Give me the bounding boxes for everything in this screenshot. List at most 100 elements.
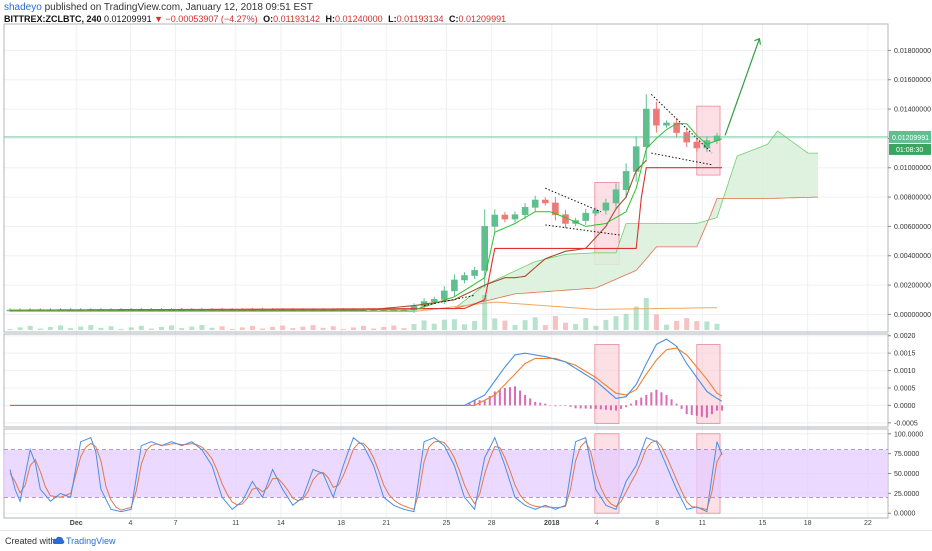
macd-histogram-bar xyxy=(721,405,724,411)
volume-bar xyxy=(664,324,669,330)
volume-bar xyxy=(58,325,63,330)
macd-tick-label: 0.0010 xyxy=(894,368,916,375)
macd-histogram-bar xyxy=(539,402,542,406)
volume-bar xyxy=(633,306,639,330)
candle-body xyxy=(511,214,519,220)
volume-bar xyxy=(340,328,346,330)
stoch-k-line xyxy=(9,436,723,513)
low-value: 0.01193134 xyxy=(396,14,444,24)
price-change: −0.00053907 (−4.27%) xyxy=(165,14,258,24)
countdown-tag-text: 01:08:30 xyxy=(896,147,923,154)
macd-histogram-bar xyxy=(569,405,572,407)
price-tick-label: 0.01600000 xyxy=(894,77,931,84)
candle-body xyxy=(612,189,620,204)
price-tick-label: 0.01800000 xyxy=(894,48,931,55)
volume-bar xyxy=(47,327,53,330)
x-tick-label: 15 xyxy=(759,520,767,527)
volume-bar xyxy=(522,320,528,330)
author-name[interactable]: shadeyo xyxy=(4,2,42,13)
candle-body xyxy=(693,141,701,149)
senkou-span-a xyxy=(454,130,818,309)
volume-bar xyxy=(128,327,134,330)
candle-body xyxy=(531,199,539,208)
candle-body xyxy=(451,279,458,292)
macd-histogram-bar xyxy=(655,389,658,406)
macd-histogram-bar xyxy=(630,403,633,406)
macd-histogram-bar xyxy=(710,405,713,415)
volume-bar xyxy=(108,326,114,330)
candle-body xyxy=(632,146,640,172)
stoch-rsi-pane[interactable] xyxy=(4,436,888,513)
volume-bar xyxy=(502,320,508,330)
macd-tick-label: 0.0020 xyxy=(894,333,916,340)
stoch-tick-label: 50.0000 xyxy=(894,471,919,478)
wedge-upper-line xyxy=(545,187,602,213)
x-tick-label: 18 xyxy=(337,520,345,527)
volume-bar xyxy=(148,328,154,330)
candle-body xyxy=(602,202,610,211)
macd-pane[interactable] xyxy=(10,338,724,418)
volume-bar xyxy=(714,323,720,330)
candle-body xyxy=(663,122,670,126)
price-tick-label: 0.00600000 xyxy=(894,224,931,231)
volume-bar xyxy=(270,327,276,330)
volume-bar xyxy=(98,327,104,330)
tradingview-brand[interactable]: TradingView xyxy=(66,536,116,546)
volume-bar xyxy=(37,328,43,330)
volume-bar xyxy=(431,323,437,330)
macd-histogram-bar xyxy=(579,405,582,409)
macd-histogram-bar xyxy=(554,405,557,407)
volume-bar xyxy=(623,313,629,330)
volume-bar xyxy=(462,324,467,330)
macd-tick-label: -0.0005 xyxy=(894,420,918,427)
pane-frame-macd xyxy=(3,333,889,428)
volume-ma-line xyxy=(10,301,717,312)
volume-bar xyxy=(68,328,74,330)
volume-bar xyxy=(159,327,164,330)
candle-body xyxy=(541,199,549,204)
macd-histogram-bar xyxy=(473,400,476,406)
macd-histogram-bar xyxy=(635,400,638,406)
pane-frame-main xyxy=(3,23,889,333)
volume-bar xyxy=(330,326,336,330)
volume-bar xyxy=(209,327,215,330)
volume-bar xyxy=(482,294,488,330)
stoch-tick-label: 25.0000 xyxy=(894,491,919,498)
projection-arrow-shaft xyxy=(724,38,760,136)
macd-histogram-bar xyxy=(589,405,592,409)
wedge-upper-line xyxy=(651,94,713,154)
macd-histogram-bar xyxy=(488,395,491,406)
price-tick-label: 0.01400000 xyxy=(894,107,931,114)
x-tick-label: 11 xyxy=(232,520,239,527)
stoch-d-line xyxy=(9,440,723,511)
volume-bar xyxy=(512,325,518,330)
ichimoku-cloud xyxy=(454,131,818,309)
x-tick-label: 4 xyxy=(595,520,599,527)
price-pane[interactable] xyxy=(4,37,888,330)
x-tick-label: 14 xyxy=(277,520,285,527)
macd-line xyxy=(10,338,723,406)
volume-bar xyxy=(361,325,366,330)
macd-histogram-bar xyxy=(524,394,527,406)
volume-bar xyxy=(542,325,548,330)
volume-bar xyxy=(391,325,397,330)
chart-area[interactable]: Dec 4 7 11 14 18 21 25 28 2018 4 8 11 15 18 22 0.0180000… xyxy=(0,0,932,530)
candle-body xyxy=(481,226,489,271)
ohlc-legend: BITTREX:ZCLBTC, 240 0.01209991 ▼ −0.0005… xyxy=(4,14,506,24)
x-tick-label: Dec xyxy=(70,520,83,527)
footer: Created with TradingView xyxy=(0,530,932,551)
volume-bar xyxy=(694,321,700,330)
macd-histogram-bar xyxy=(660,392,663,406)
macd-histogram-bar xyxy=(599,405,602,410)
x-tick-label: 2018 xyxy=(544,520,560,527)
x-tick-label: 18 xyxy=(804,520,812,527)
candle-body xyxy=(592,209,600,214)
macd-histogram-bar xyxy=(700,405,703,417)
volume-bar xyxy=(583,318,589,330)
price-tick-label: 0.01000000 xyxy=(894,165,931,172)
macd-histogram-bar xyxy=(716,405,718,411)
candle-body xyxy=(501,214,509,220)
candle-body xyxy=(582,212,590,221)
volume-bar xyxy=(300,326,306,330)
cloud-logo-icon xyxy=(52,536,65,544)
